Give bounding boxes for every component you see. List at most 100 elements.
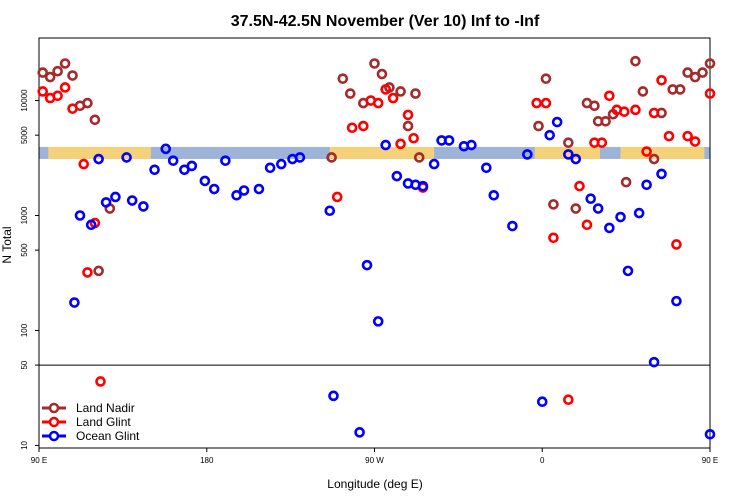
- point-land-nadir: [704, 58, 716, 69]
- x-axis-label: Longitude (deg E): [327, 477, 422, 491]
- map-band-land: [329, 146, 435, 159]
- point-ocean-glint: [231, 189, 242, 201]
- point-ocean-glint: [570, 153, 582, 165]
- point-land-glint: [331, 191, 343, 203]
- point-land-nadir: [82, 97, 93, 109]
- point-land-nadir: [648, 153, 660, 165]
- legend-label-land-glint: Land Glint: [76, 415, 131, 429]
- point-land-nadir: [630, 55, 641, 67]
- point-land-nadir: [689, 71, 701, 83]
- point-ocean-glint: [199, 175, 211, 187]
- point-ocean-glint: [354, 427, 365, 438]
- point-ocean-glint: [110, 191, 121, 203]
- point-ocean-glint: [604, 222, 615, 234]
- point-land-glint: [358, 120, 369, 132]
- point-ocean-glint: [328, 390, 339, 402]
- point-ocean-glint: [220, 155, 231, 166]
- point-land-nadir: [402, 120, 414, 132]
- point-ocean-glint: [648, 356, 660, 368]
- point-land-glint: [656, 75, 667, 86]
- point-land-glint: [682, 130, 693, 142]
- point-land-nadir: [697, 67, 708, 78]
- point-ocean-glint: [69, 297, 80, 308]
- point-land-nadir: [674, 84, 686, 95]
- point-ocean-glint: [138, 201, 149, 212]
- legend-label-land-nadir: Land Nadir: [76, 401, 135, 415]
- point-land-nadir: [37, 67, 49, 78]
- point-ocean-glint: [208, 183, 220, 195]
- point-land-glint: [82, 267, 93, 278]
- point-ocean-glint: [167, 155, 179, 166]
- legend-marker-land-nadir: [48, 402, 60, 414]
- point-ocean-glint: [622, 265, 634, 277]
- point-land-glint: [596, 137, 608, 148]
- point-land-nadir: [376, 68, 388, 80]
- point-land-glint: [563, 394, 574, 405]
- point-ocean-glint: [507, 220, 518, 232]
- point-land-glint: [618, 106, 630, 117]
- point-land-nadir: [326, 152, 337, 163]
- point-land-glint: [548, 232, 559, 244]
- y-tick-label-10: 10: [20, 440, 29, 449]
- point-land-glint: [574, 180, 585, 192]
- point-ocean-glint: [264, 162, 276, 174]
- point-land-nadir: [44, 71, 56, 83]
- point-land-nadir: [620, 176, 632, 188]
- point-ocean-glint: [633, 207, 645, 219]
- point-land-glint: [387, 92, 399, 104]
- x-tick-label-180: 180: [200, 456, 214, 465]
- point-land-glint: [95, 376, 106, 387]
- point-land-nadir: [570, 203, 582, 214]
- point-ocean-glint: [74, 210, 86, 221]
- point-land-glint: [540, 97, 552, 109]
- point-ocean-glint: [276, 158, 287, 170]
- point-land-nadir: [369, 58, 380, 69]
- point-land-glint: [67, 103, 78, 114]
- point-ocean-glint: [641, 179, 652, 191]
- point-land-glint: [59, 82, 71, 93]
- point-ocean-glint: [488, 189, 500, 201]
- legend-label-ocean-glint: Ocean Glint: [76, 429, 140, 443]
- point-land-nadir: [540, 73, 552, 84]
- point-land-nadir: [67, 70, 78, 81]
- point-ocean-glint: [294, 152, 306, 163]
- point-ocean-glint: [671, 295, 682, 307]
- point-land-nadir: [93, 265, 104, 277]
- legend-marker-land-glint: [48, 416, 60, 428]
- point-land-glint: [648, 107, 660, 119]
- point-ocean-glint: [443, 135, 455, 146]
- point-ocean-glint: [324, 205, 336, 217]
- point-land-glint: [663, 130, 675, 142]
- point-ocean-glint: [466, 139, 477, 151]
- point-ocean-glint: [85, 219, 97, 231]
- point-ocean-glint: [551, 116, 563, 128]
- point-ocean-glint: [100, 197, 112, 208]
- point-ocean-glint: [585, 193, 597, 205]
- point-land-nadir: [589, 100, 600, 112]
- point-land-glint: [641, 146, 652, 157]
- point-ocean-glint: [372, 316, 384, 327]
- x-tick-label-0: 0: [540, 456, 545, 465]
- point-land-glint: [346, 122, 358, 134]
- legend-marker-ocean-glint: [48, 430, 60, 442]
- point-ocean-glint: [428, 158, 440, 170]
- point-ocean-glint: [253, 183, 265, 195]
- y-tick-label-50: 50: [20, 360, 29, 369]
- point-ocean-glint: [615, 211, 626, 223]
- point-ocean-glint: [417, 180, 429, 192]
- x-tick-label-90-e: 90 E: [31, 456, 47, 465]
- point-ocean-glint: [186, 160, 198, 172]
- point-land-nadir: [344, 88, 356, 99]
- x-axis-ticks: 90 E 180 90 W 0 90 E: [31, 448, 718, 465]
- data-points: [37, 55, 716, 440]
- point-ocean-glint: [391, 170, 403, 182]
- legend-entry-land-nadir: Land Nadir: [42, 401, 135, 415]
- legend-entry-ocean-glint: Ocean Glint: [42, 429, 140, 443]
- point-land-glint: [630, 104, 641, 116]
- y-tick-label-5000: 5000: [20, 126, 29, 144]
- point-land-glint: [380, 84, 391, 95]
- point-land-glint: [408, 132, 419, 144]
- point-land-nadir: [337, 73, 349, 84]
- point-land-glint: [689, 136, 701, 147]
